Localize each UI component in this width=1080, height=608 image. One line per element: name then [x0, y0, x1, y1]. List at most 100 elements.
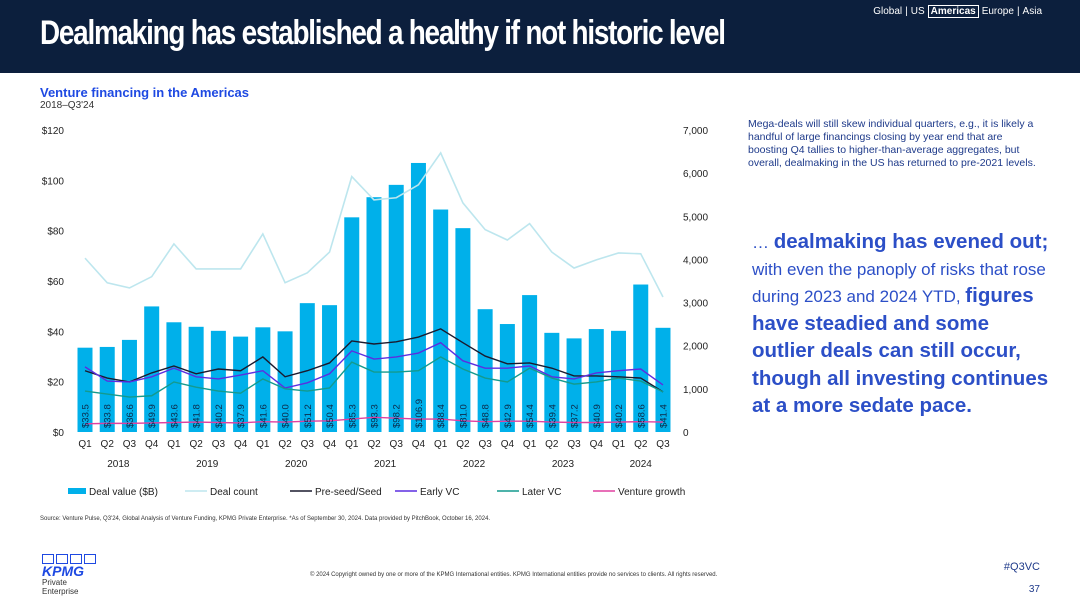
- x-year-label: 2021: [374, 459, 397, 470]
- bar: [210, 330, 226, 432]
- logo-subtitle: Private Enterprise: [42, 578, 79, 596]
- bar-label: $40.9: [592, 404, 603, 428]
- region-europe[interactable]: Europe: [981, 6, 1014, 17]
- bar: [344, 217, 360, 432]
- x-tick: Q3: [656, 439, 670, 450]
- y-left-tick: $60: [47, 277, 64, 288]
- region-asia[interactable]: Asia: [1022, 6, 1042, 17]
- legend-label: Pre-seed/Seed: [315, 487, 382, 498]
- callout-text: …: [752, 233, 774, 252]
- x-tick: Q3: [301, 439, 315, 450]
- page-number: 37: [1028, 584, 1040, 595]
- y-right-tick: 2,000: [683, 342, 708, 353]
- bar-label: $41.4: [658, 404, 669, 428]
- x-tick: Q2: [456, 439, 470, 450]
- y-right-tick: 4,000: [683, 255, 708, 266]
- legend-swatch: [68, 488, 86, 494]
- legend-label: Deal count: [210, 487, 258, 498]
- bar: [233, 336, 249, 432]
- bar-label: $40.0: [281, 404, 292, 428]
- x-tick: Q2: [101, 439, 115, 450]
- separator: |: [905, 6, 908, 17]
- x-tick: Q1: [523, 439, 537, 450]
- x-tick: Q3: [478, 439, 492, 450]
- x-tick: Q2: [634, 439, 648, 450]
- x-tick: Q2: [367, 439, 381, 450]
- callout-bold: figures have steadied and some outlier d…: [752, 284, 1049, 417]
- y-left-tick: $100: [42, 176, 65, 187]
- line-later-vc: [84, 356, 664, 398]
- x-tick: Q1: [434, 439, 448, 450]
- bar-label: $51.2: [303, 404, 314, 428]
- bar-label: $33.5: [81, 404, 92, 428]
- line-deal-count: [84, 151, 664, 298]
- bar-label: $43.6: [169, 404, 180, 428]
- chart-title: Venture financing in the Americas: [40, 85, 250, 100]
- bar-label: $98.2: [392, 404, 403, 428]
- y-left-tick: $40: [47, 327, 64, 338]
- bar: [99, 346, 115, 432]
- x-year-label: 2018: [107, 459, 130, 470]
- logo-text: KPMG: [42, 563, 84, 579]
- x-tick: Q3: [212, 439, 226, 450]
- bar: [144, 306, 160, 432]
- header: Dealmaking has established a healthy if …: [0, 0, 1080, 73]
- separator: |: [1016, 6, 1020, 17]
- line-pre-seed-seed: [84, 328, 664, 393]
- bar-label: $54.4: [525, 404, 536, 428]
- copyright: © 2024 Copyright owned by one or more of…: [310, 572, 718, 578]
- x-tick: Q2: [278, 439, 292, 450]
- x-tick: Q4: [234, 439, 248, 450]
- y-right-tick: 6,000: [683, 169, 708, 180]
- bar-label: $106.9: [414, 399, 425, 428]
- bar-label: $93.3: [369, 404, 380, 428]
- page-title: Dealmaking has established a healthy if …: [40, 14, 726, 52]
- bar: [477, 309, 493, 432]
- x-year-label: 2019: [196, 459, 219, 470]
- bar-label: $49.9: [147, 404, 158, 428]
- y-left-tick: $120: [42, 126, 65, 137]
- y-right-tick: 1,000: [683, 385, 708, 396]
- chart: $0 $20 $40 $60 $80 $100 $120 0 1,000 2,000 3,000 4,…: [42, 126, 709, 498]
- bar: [433, 209, 449, 432]
- region-nav: Global | US Americas Europe | Asia: [873, 5, 1042, 18]
- bar-label: $50.4: [325, 404, 336, 428]
- bar: [566, 338, 582, 432]
- bar: [455, 228, 471, 432]
- line-venture-growth: [84, 416, 663, 425]
- callout-bold: dealmaking has evened out;: [773, 230, 1049, 253]
- legend-label: Deal value ($B): [89, 487, 158, 498]
- bar: [388, 184, 404, 432]
- x-tick: Q4: [145, 439, 159, 450]
- x-tick: Q1: [345, 439, 359, 450]
- x-year-label: 2024: [630, 459, 653, 470]
- y-right-tick: 7,000: [683, 126, 708, 137]
- region-americas[interactable]: Americas: [927, 5, 979, 18]
- x-tick: Q3: [567, 439, 581, 450]
- legend-label: Early VC: [420, 487, 459, 498]
- bar-label: $39.4: [547, 404, 558, 428]
- y-left-tick: $80: [47, 227, 64, 238]
- bar-label: $58.6: [636, 404, 647, 428]
- bar-label: $37.9: [236, 404, 247, 428]
- bar-label: $88.4: [436, 404, 447, 428]
- bar: [299, 303, 315, 432]
- line-early-vc: [84, 341, 664, 389]
- region-us[interactable]: US: [910, 6, 925, 17]
- bar-label: $41.6: [258, 404, 269, 428]
- bar-label: $41.8: [192, 404, 203, 428]
- x-tick: Q3: [390, 439, 404, 450]
- y-right-tick: 0: [683, 428, 689, 439]
- chart-subtitle: 2018–Q3'24: [40, 100, 95, 111]
- kpmg-logo: KPMG Private Enterprise: [42, 554, 96, 596]
- region-global[interactable]: Global: [873, 6, 903, 17]
- y-right-tick: 5,000: [683, 212, 708, 223]
- bar: [188, 326, 204, 432]
- bar: [366, 197, 382, 432]
- x-tick: Q4: [590, 439, 604, 450]
- x-tick: Q1: [612, 439, 626, 450]
- bar: [277, 331, 293, 432]
- legend-label: Later VC: [522, 487, 561, 498]
- x-tick: Q2: [189, 439, 203, 450]
- y-left-tick: $0: [53, 428, 65, 439]
